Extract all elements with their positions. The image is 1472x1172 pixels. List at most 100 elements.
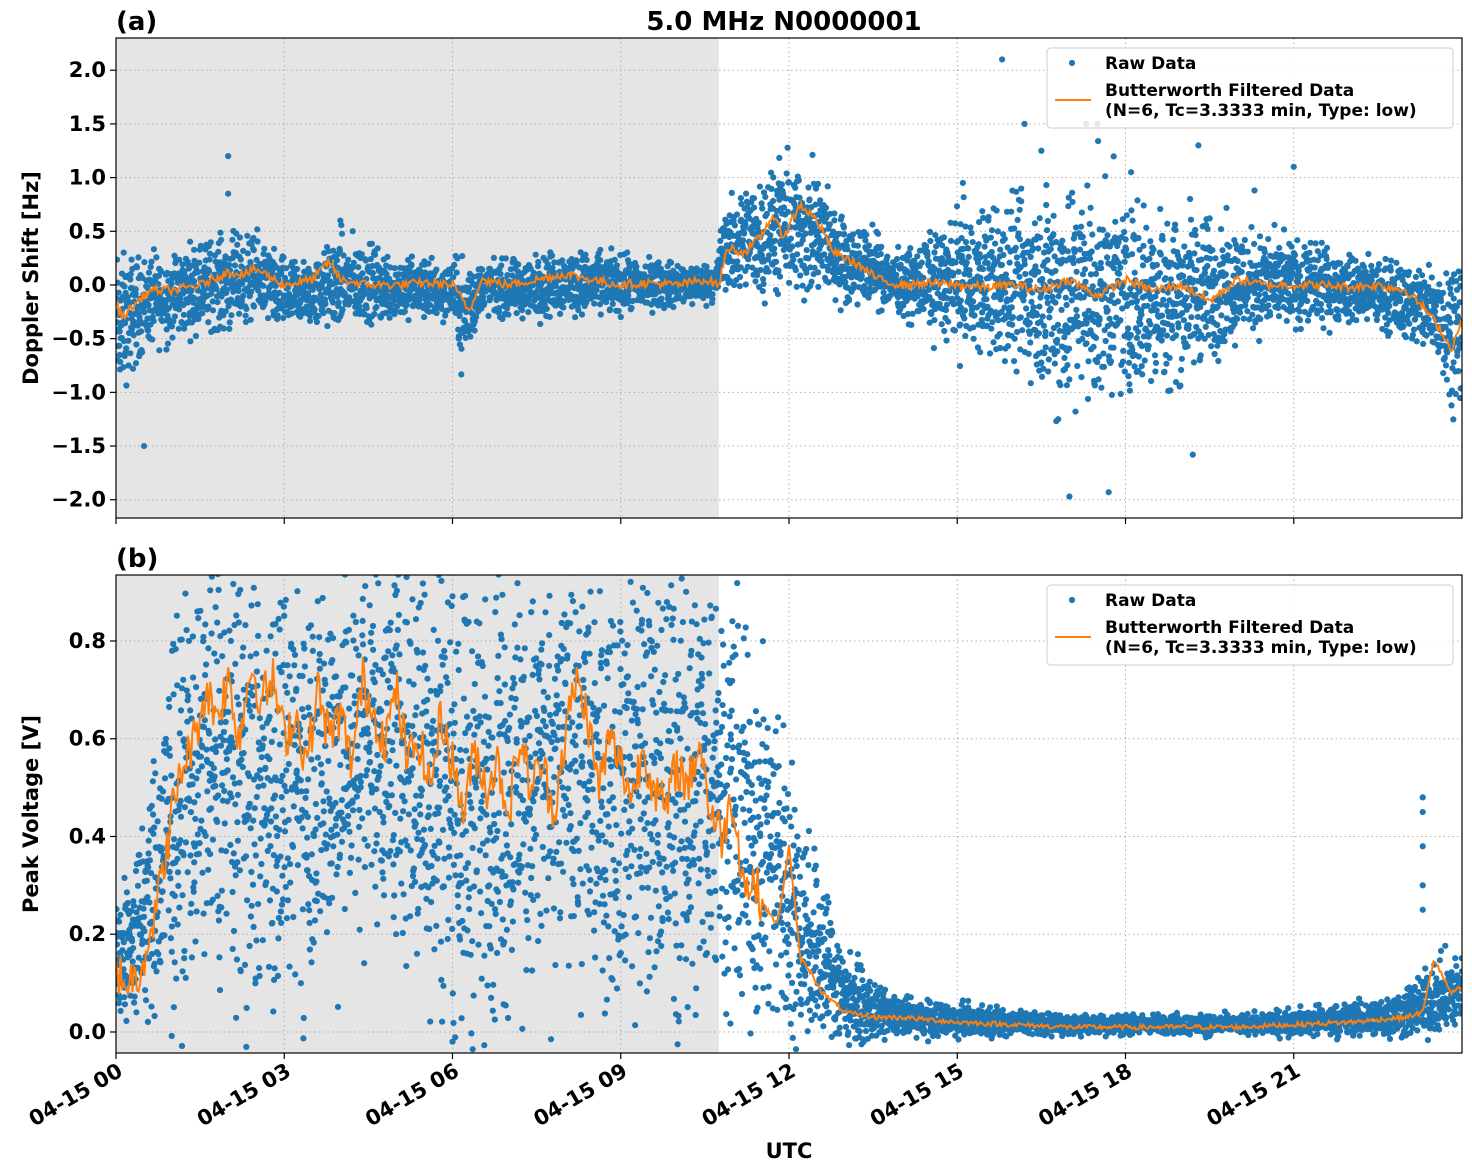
data-point: [1032, 263, 1039, 270]
data-point: [132, 286, 139, 293]
data-point: [132, 290, 139, 297]
data-point: [1000, 251, 1007, 259]
data-point: [184, 258, 191, 265]
data-point: [368, 240, 375, 247]
data-point: [771, 245, 778, 252]
data-point: [783, 170, 790, 177]
data-point: [1320, 325, 1327, 332]
data-point: [240, 292, 247, 299]
data-point: [897, 261, 904, 268]
data-point: [1035, 245, 1042, 252]
data-point: [168, 280, 175, 287]
data-point: [1122, 236, 1129, 243]
data-point: [1265, 236, 1272, 243]
data-point: [336, 247, 343, 254]
data-point: [1087, 204, 1094, 211]
data-point: [330, 247, 337, 254]
data-point: [127, 271, 134, 278]
data-point: [440, 319, 447, 326]
data-point: [222, 253, 229, 260]
data-point: [1346, 300, 1353, 307]
data-point: [141, 259, 148, 266]
data-point: [324, 272, 332, 279]
data-point: [583, 256, 590, 263]
data-point: [1335, 316, 1342, 323]
data-point: [762, 193, 769, 200]
data-point: [920, 274, 927, 281]
data-point: [1051, 360, 1058, 367]
data-point: [1388, 257, 1395, 264]
data-point: [1089, 231, 1096, 238]
data-point: [176, 306, 183, 313]
data-point: [597, 311, 604, 318]
data-point: [850, 281, 857, 288]
data-point: [231, 262, 238, 269]
data-point: [138, 328, 145, 335]
data-point: [700, 294, 707, 302]
data-point: [1008, 304, 1015, 311]
data-point: [309, 286, 316, 293]
data-point: [1008, 208, 1015, 215]
data-point: [803, 247, 810, 254]
data-point: [1267, 312, 1274, 319]
data-point: [583, 299, 590, 306]
data-point: [1140, 242, 1147, 249]
data-point: [205, 267, 213, 274]
data-point: [904, 257, 911, 264]
data-point: [1187, 195, 1194, 203]
data-point: [1257, 315, 1264, 323]
data-point: [858, 272, 865, 279]
data-point: [405, 317, 412, 324]
data-point: [1039, 313, 1046, 320]
data-point: [1393, 259, 1400, 266]
data-point: [1125, 373, 1132, 380]
data-point: [821, 251, 828, 258]
data-point: [549, 264, 556, 272]
data-point: [845, 296, 853, 303]
data-point: [756, 183, 764, 190]
data-point: [1212, 255, 1219, 262]
data-point: [968, 229, 975, 237]
data-point: [145, 327, 152, 334]
data-point: [688, 265, 695, 272]
data-point: [953, 203, 961, 210]
data-point: [291, 258, 298, 265]
data-point: [544, 261, 552, 268]
data-point: [1116, 270, 1123, 277]
data-point: [552, 282, 559, 289]
data-point: [317, 291, 324, 298]
data-point: [369, 269, 376, 276]
data-point: [1014, 216, 1021, 223]
data-point: [226, 325, 233, 332]
data-point: [931, 317, 938, 324]
data-point: [923, 243, 930, 250]
data-point: [1083, 340, 1090, 347]
data-point: [782, 253, 789, 260]
data-point: [1109, 292, 1116, 299]
data-point: [962, 239, 970, 246]
data-point: [862, 255, 870, 262]
data-point: [625, 292, 632, 299]
data-point: [333, 257, 341, 264]
data-point: [1082, 278, 1089, 285]
data-point: [1133, 297, 1140, 304]
data-point: [1181, 243, 1188, 250]
data-point: [1172, 221, 1179, 228]
data-point: [1096, 316, 1103, 323]
data-point: [190, 294, 197, 301]
data-point: [1159, 236, 1166, 243]
data-point: [1317, 301, 1325, 308]
data-point: [863, 231, 870, 238]
data-point: [537, 320, 544, 328]
data-point: [305, 292, 312, 299]
data-point: [776, 196, 783, 203]
data-point: [197, 242, 204, 249]
data-point: [1110, 332, 1117, 339]
data-point: [222, 308, 229, 315]
data-point: [738, 200, 745, 208]
data-point: [765, 268, 772, 275]
data-point: [479, 266, 486, 273]
data-point: [1161, 368, 1168, 375]
data-point: [1123, 212, 1130, 219]
data-point: [955, 268, 962, 275]
